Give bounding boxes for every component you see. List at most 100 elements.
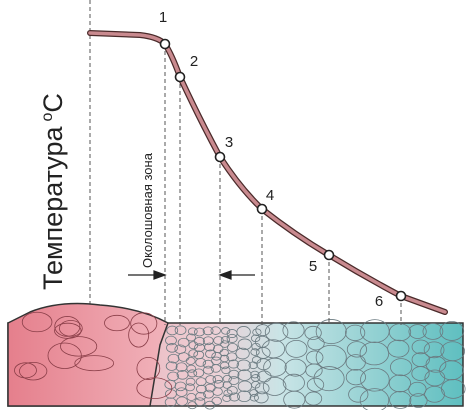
grain [345, 368, 366, 386]
grain [185, 377, 196, 386]
weld-grain [14, 362, 37, 379]
grain [212, 375, 223, 384]
grain [226, 386, 238, 395]
grain [205, 349, 216, 359]
grain [388, 374, 412, 393]
grain [188, 349, 199, 358]
weld-grain [21, 311, 53, 333]
point-label: 5 [309, 258, 317, 275]
grain [213, 336, 224, 345]
grain [250, 348, 260, 356]
grain [187, 327, 198, 336]
grain [440, 379, 466, 399]
grain [304, 325, 322, 340]
grain [195, 391, 207, 401]
grain [195, 357, 207, 367]
grain [359, 341, 390, 366]
grain [228, 369, 240, 379]
point-marker [323, 249, 335, 261]
grain [389, 390, 412, 409]
grain [315, 319, 347, 345]
grain [185, 356, 196, 365]
weld-grain [104, 314, 130, 332]
grain [304, 391, 323, 406]
grain [422, 323, 444, 340]
grain [252, 328, 262, 337]
grain [388, 323, 412, 342]
grain [236, 326, 251, 338]
grain [164, 397, 177, 408]
axis-label-text: Температура [38, 125, 68, 290]
grain [425, 355, 447, 373]
grain [187, 369, 198, 378]
grain [219, 348, 229, 357]
zone-label: Околошовная зона [140, 152, 155, 268]
point-label: 3 [225, 134, 233, 151]
weld-grain [19, 361, 48, 381]
grain [250, 370, 260, 379]
grain [285, 339, 308, 358]
grain [212, 387, 223, 396]
grain [194, 327, 205, 337]
point-marker [174, 71, 186, 83]
axis-label: Температура oC [38, 93, 68, 290]
point-label: 1 [159, 9, 167, 26]
grain [221, 327, 231, 335]
grain [203, 365, 214, 375]
axis-label-unit: C [38, 93, 68, 113]
grain [359, 388, 390, 410]
grain [222, 375, 232, 383]
grain [313, 366, 345, 392]
grain [409, 393, 428, 408]
grain [348, 386, 369, 403]
point-marker [256, 203, 268, 215]
grain [346, 341, 368, 358]
grain [186, 333, 196, 342]
metal-plate [7, 302, 466, 410]
grain [315, 344, 347, 370]
grain [186, 364, 197, 373]
grain [254, 391, 269, 404]
grain [210, 326, 221, 335]
grain [166, 343, 178, 353]
grain [282, 321, 305, 340]
grain [177, 352, 190, 362]
grain [165, 361, 178, 371]
grain [439, 321, 465, 341]
grain [411, 339, 430, 355]
grain [202, 336, 214, 346]
grain [176, 396, 188, 407]
grain [228, 375, 240, 385]
grain [193, 368, 205, 378]
grain [174, 325, 187, 335]
grain [387, 339, 410, 358]
weld-grain [59, 320, 83, 337]
weld-grain [54, 316, 81, 337]
grain [222, 381, 232, 389]
grain [205, 375, 216, 384]
grain [262, 376, 287, 396]
grain [424, 385, 445, 403]
weld-grain [130, 312, 158, 335]
point-label: 6 [375, 293, 383, 310]
weld-grain [74, 355, 115, 372]
grain [222, 394, 232, 402]
grain [263, 357, 287, 377]
grain [261, 339, 286, 359]
grain [237, 338, 252, 351]
grain [194, 397, 206, 407]
grain [220, 336, 231, 344]
grain [237, 390, 252, 403]
grain [228, 359, 240, 369]
drop-lines [164, 44, 402, 325]
grain [307, 336, 325, 351]
grain [390, 358, 413, 377]
grain [177, 337, 190, 348]
grain [165, 335, 177, 346]
point-label: 4 [266, 187, 274, 204]
grain [204, 342, 215, 352]
grain [264, 322, 289, 342]
grain [236, 359, 251, 372]
grain [249, 393, 259, 402]
point-marker [395, 290, 407, 302]
